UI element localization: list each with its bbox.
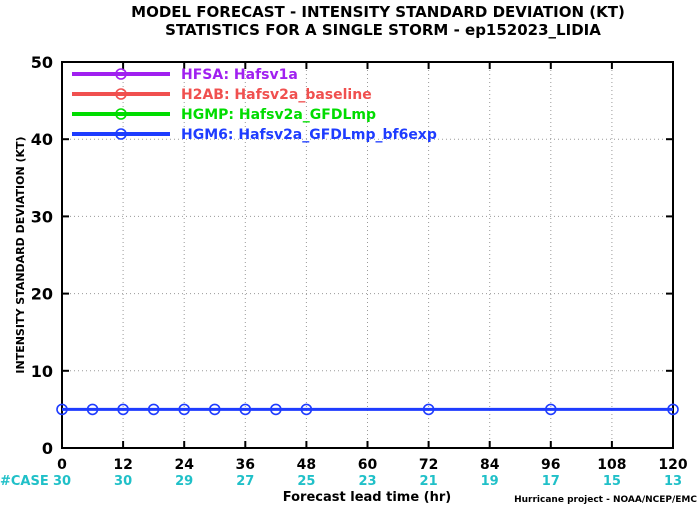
y-tick-label: 30: [31, 207, 53, 226]
legend-marker: [115, 88, 127, 100]
x-tick-label: 48: [297, 457, 316, 473]
x-axis-label: Forecast lead time (hr): [283, 490, 451, 505]
legend-label: HGM6: Hafsv2a_GFDLmp_bf6exp: [181, 127, 437, 143]
case-count: 13: [664, 474, 682, 489]
data-point: [667, 403, 679, 416]
data-point: [422, 403, 435, 416]
legend-label: HFSA: Hafsv1a: [181, 67, 298, 83]
legend-label: HGMP: Hafsv2a_GFDLmp: [181, 107, 376, 123]
y-tick-label: 0: [42, 439, 53, 458]
y-tick-label: 40: [31, 130, 53, 149]
x-tick-label: 36: [236, 457, 255, 473]
legend-marker: [115, 128, 127, 140]
case-count: 27: [236, 474, 254, 489]
data-point: [208, 403, 221, 416]
y-tick-label: 20: [31, 285, 53, 304]
y-axis-label: INTENSITY STANDARD DEVIATION (KT): [14, 136, 27, 373]
case-count: 15: [603, 474, 621, 489]
grid: [62, 62, 673, 448]
legend-marker: [115, 108, 127, 120]
case-count: 30: [114, 474, 132, 489]
data-point: [117, 403, 129, 416]
legend-marker: [115, 68, 127, 80]
x-tick-label: 96: [541, 457, 560, 473]
series-layer: [56, 403, 679, 416]
data-point: [239, 403, 252, 416]
data-point: [270, 403, 282, 416]
data-point: [147, 403, 160, 416]
chart-subtitle: STATISTICS FOR A SINGLE STORM - ep152023…: [165, 21, 601, 39]
case-label: #CASE: [0, 474, 49, 489]
y-tick-label: 50: [31, 53, 53, 72]
data-point: [544, 403, 557, 416]
x-tick-label: 24: [174, 457, 194, 473]
x-tick-label: 60: [358, 457, 378, 473]
legend: HFSA: Hafsv1a H2AB: Hafsv2a_baseline HGMP:…: [72, 67, 437, 143]
data-point: [56, 403, 68, 416]
data-point: [178, 403, 190, 416]
chart-title: MODEL FORECAST - INTENSITY STANDARD DEVI…: [131, 3, 625, 21]
x-tick-label: 108: [597, 457, 626, 473]
x-tick-label: 0: [57, 457, 67, 473]
legend-label: H2AB: Hafsv2a_baseline: [181, 87, 372, 103]
case-count: 25: [297, 474, 315, 489]
data-point: [86, 403, 99, 416]
case-count: 17: [542, 474, 560, 489]
case-count: 30: [53, 474, 71, 489]
case-count: 23: [358, 474, 376, 489]
case-count: 19: [481, 474, 499, 489]
y-tick-label: 10: [31, 362, 53, 381]
credit-text: Hurricane project - NOAA/NCEP/EMC: [514, 495, 697, 505]
case-count: 21: [420, 474, 438, 489]
x-tick-label: 72: [419, 457, 438, 473]
case-count: 29: [175, 474, 193, 489]
axes: 0301230242936274825602372218419961710815…: [31, 53, 688, 489]
x-tick-label: 12: [113, 457, 132, 473]
x-tick-label: 84: [480, 457, 500, 473]
data-point: [300, 403, 313, 416]
x-tick-label: 120: [658, 457, 687, 473]
